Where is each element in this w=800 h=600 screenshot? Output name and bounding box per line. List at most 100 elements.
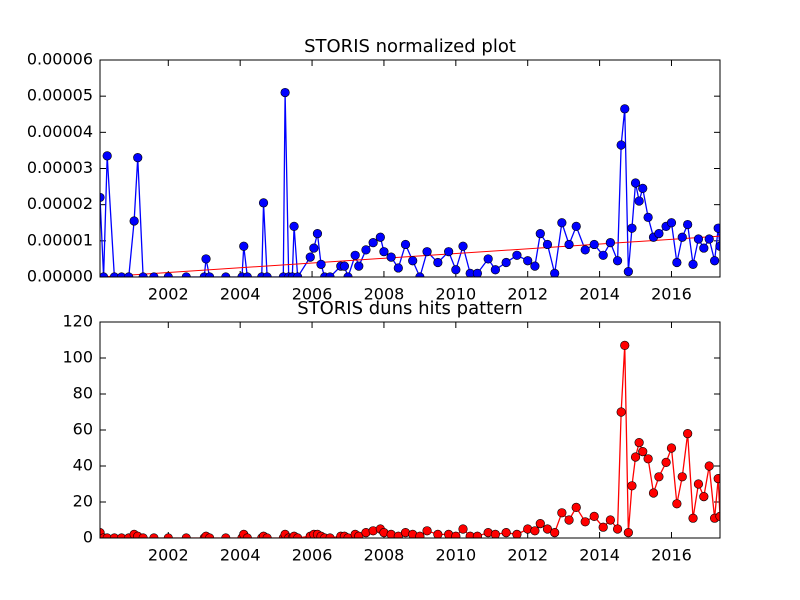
data-point: [564, 239, 574, 250]
x-tick-label: 2016: [651, 546, 692, 565]
data-point: [422, 247, 432, 257]
data-point: [379, 247, 389, 257]
data-point: [710, 256, 720, 266]
x-tick-label: 2016: [651, 285, 692, 304]
data-point: [163, 533, 173, 538]
data-point: [472, 531, 482, 538]
data-point: [677, 472, 687, 482]
y-tick-label: 0.00005: [27, 86, 93, 105]
data-point: [309, 243, 319, 253]
data-point: [620, 104, 630, 114]
data-point: [116, 272, 127, 277]
data-point: [630, 178, 641, 188]
data-point: [688, 513, 698, 523]
data-point: [205, 533, 215, 538]
data-point: [638, 447, 648, 457]
data-point: [100, 192, 105, 203]
data-point: [109, 272, 119, 277]
data-point: [643, 454, 653, 464]
data-point: [221, 272, 231, 277]
data-point: [672, 257, 682, 268]
data-point: [512, 529, 522, 538]
data-point: [343, 533, 353, 538]
data-point: [627, 481, 637, 491]
data-point: [564, 515, 574, 525]
data-point: [704, 461, 714, 471]
y-tick-label: 0.00004: [27, 122, 93, 141]
data-point: [523, 256, 533, 266]
data-point: [201, 254, 211, 264]
axes-frame: [99, 59, 721, 278]
data-point: [325, 272, 335, 277]
plot-area: [100, 87, 720, 277]
x-tick-label: 2014: [579, 285, 620, 304]
data-point: [661, 457, 671, 468]
data-point: [589, 511, 599, 522]
data-point: [483, 254, 493, 264]
data-point: [408, 256, 418, 266]
y-tick-label: 0.00006: [27, 50, 93, 69]
data-point: [458, 241, 468, 251]
data-point: [339, 261, 350, 271]
data-point: [316, 259, 326, 269]
data-point: [630, 452, 641, 462]
x-tick-label: 2004: [220, 546, 261, 565]
data-point: [501, 527, 511, 538]
data-point: [415, 531, 425, 538]
data-point: [262, 272, 272, 277]
data-point: [149, 272, 159, 277]
data-point: [312, 229, 323, 239]
data-point: [375, 232, 385, 242]
data-point: [325, 533, 335, 538]
data-point: [242, 272, 252, 277]
data-point: [133, 153, 143, 163]
data-point: [612, 256, 623, 266]
data-point: [415, 272, 425, 277]
data-point: [490, 265, 500, 275]
x-tick-label: 2010: [435, 546, 476, 565]
data-point: [350, 250, 360, 260]
data-point: [666, 218, 677, 228]
data-point: [354, 261, 364, 271]
data-point: [542, 239, 553, 250]
data-point: [605, 515, 615, 525]
data-point: [293, 533, 303, 538]
y-tick-label: 0.00001: [27, 230, 93, 249]
data-point: [458, 524, 468, 534]
data-point: [400, 239, 411, 250]
data-point: [688, 259, 698, 269]
axes-frame: [99, 321, 721, 539]
data-point: [116, 533, 127, 538]
data-point: [138, 533, 148, 538]
data-point: [181, 533, 191, 538]
data-point: [512, 250, 522, 260]
data-point: [648, 488, 659, 498]
data-point: [643, 212, 653, 222]
data-point: [713, 474, 720, 484]
y-tick-label: 60: [73, 420, 93, 439]
data-point: [693, 479, 704, 489]
data-point: [221, 533, 231, 538]
data-line: [100, 92, 720, 277]
data-point: [715, 241, 720, 251]
data-point: [638, 183, 648, 193]
data-point: [654, 229, 664, 239]
data-point: [704, 234, 714, 244]
y-tick-label: 0.00000: [27, 267, 93, 286]
x-tick-label: 2002: [148, 546, 189, 565]
x-tick-label: 2014: [579, 546, 620, 565]
data-point: [433, 257, 443, 268]
data-point: [490, 529, 500, 538]
data-point: [634, 438, 644, 448]
y-tick-label: 20: [73, 492, 93, 511]
data-point: [699, 492, 709, 502]
data-point: [623, 266, 633, 277]
y-tick-label: 40: [73, 456, 93, 475]
data-point: [258, 198, 269, 208]
data-point: [444, 247, 454, 257]
data-point: [262, 533, 272, 538]
data-point: [354, 531, 364, 538]
x-tick-label: 2004: [220, 285, 261, 304]
data-point: [472, 268, 482, 277]
data-point: [205, 272, 215, 277]
